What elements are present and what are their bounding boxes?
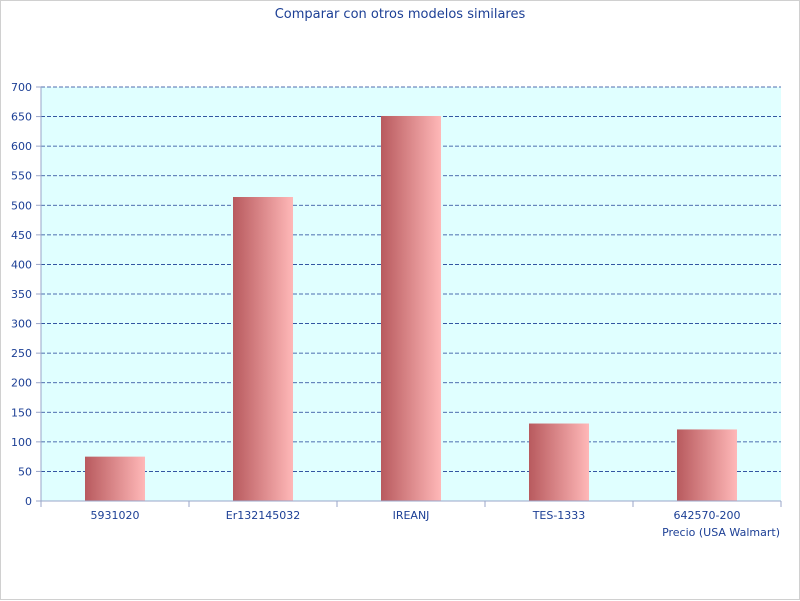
y-tick-label: 0 (25, 495, 32, 508)
y-tick-label: 600 (11, 140, 32, 153)
y-tick-label: 400 (11, 258, 32, 271)
y-tick-label: 500 (11, 199, 32, 212)
x-tick-label: IREANJ (393, 509, 430, 522)
bar-5931020 (85, 456, 145, 501)
x-tick-label: 642570-200 (674, 509, 741, 522)
x-tick-label: 5931020 (91, 509, 140, 522)
y-tick-labels: 0 50 100 150 200 250 300 350 400 450 500 550 600 650 7… (11, 81, 41, 508)
y-tick-label: 700 (11, 81, 32, 94)
x-tick-label: TES-1333 (532, 509, 586, 522)
y-tick-label: 350 (11, 288, 32, 301)
bar-ireanj (381, 115, 441, 501)
y-tick-label: 650 (11, 111, 32, 124)
y-tick-label: 50 (18, 465, 32, 478)
x-axis-label: Precio (USA Walmart) (662, 526, 780, 539)
bar-er132145032 (233, 197, 293, 501)
y-tick-label: 100 (11, 436, 32, 449)
bars (85, 115, 737, 501)
y-tick-label: 150 (11, 406, 32, 419)
bar-tes-1333 (529, 423, 589, 501)
y-tick-label: 550 (11, 170, 32, 183)
x-tick-labels: 5931020 Er132145032 IREANJ TES-1333 642570-2… (91, 509, 741, 522)
y-tick-label: 450 (11, 229, 32, 242)
bar-642570-200 (677, 429, 737, 501)
y-tick-label: 200 (11, 377, 32, 390)
chart-title: Comparar con otros modelos similares (275, 7, 526, 22)
y-tick-label: 250 (11, 347, 32, 360)
y-tick-label: 300 (11, 318, 32, 331)
x-tick-label: Er132145032 (226, 509, 300, 522)
